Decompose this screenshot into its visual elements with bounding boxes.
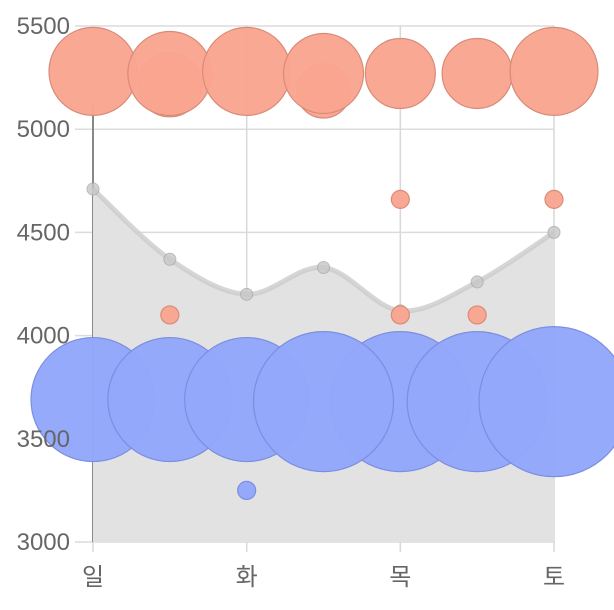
bubble-orange — [127, 30, 213, 117]
line-point — [317, 260, 330, 274]
x-tick-label: 토 — [543, 563, 565, 591]
x-tick-label: 일 — [82, 563, 104, 591]
line-point — [240, 287, 254, 301]
bubble-series — [30, 26, 614, 500]
bubble-orange-small — [390, 189, 410, 209]
line-point — [163, 252, 177, 266]
bubble-orange — [48, 26, 138, 117]
bubble-orange — [364, 37, 436, 110]
y-tick-label: 4500 — [17, 219, 70, 246]
bubble-blue-small — [237, 480, 257, 500]
bubble-orange-small — [390, 305, 410, 325]
bubble-orange-small — [544, 189, 564, 209]
bubble-orange — [509, 26, 599, 117]
bubble-orange — [282, 32, 365, 115]
bubble-orange-small — [160, 305, 180, 325]
bubble-orange-small — [467, 305, 487, 325]
y-tick-label: 5000 — [17, 116, 70, 143]
line-point — [470, 275, 484, 289]
y-tick-label: 3500 — [17, 426, 70, 453]
y-tick-label: 3000 — [17, 529, 70, 556]
bubble-blue — [252, 331, 395, 473]
bubble-orange — [202, 26, 292, 117]
x-tick-label: 화 — [236, 563, 258, 591]
bubble-blue — [478, 326, 614, 478]
y-tick-label: 5500 — [17, 13, 70, 40]
bubble-orange — [441, 37, 513, 110]
y-tick-label: 4000 — [17, 323, 70, 350]
x-tick-label: 목 — [389, 563, 411, 591]
line-point — [86, 182, 100, 196]
y-axis: 3000 3500 4000 4500 5000 5500 — [17, 13, 70, 556]
line-point — [547, 225, 561, 239]
